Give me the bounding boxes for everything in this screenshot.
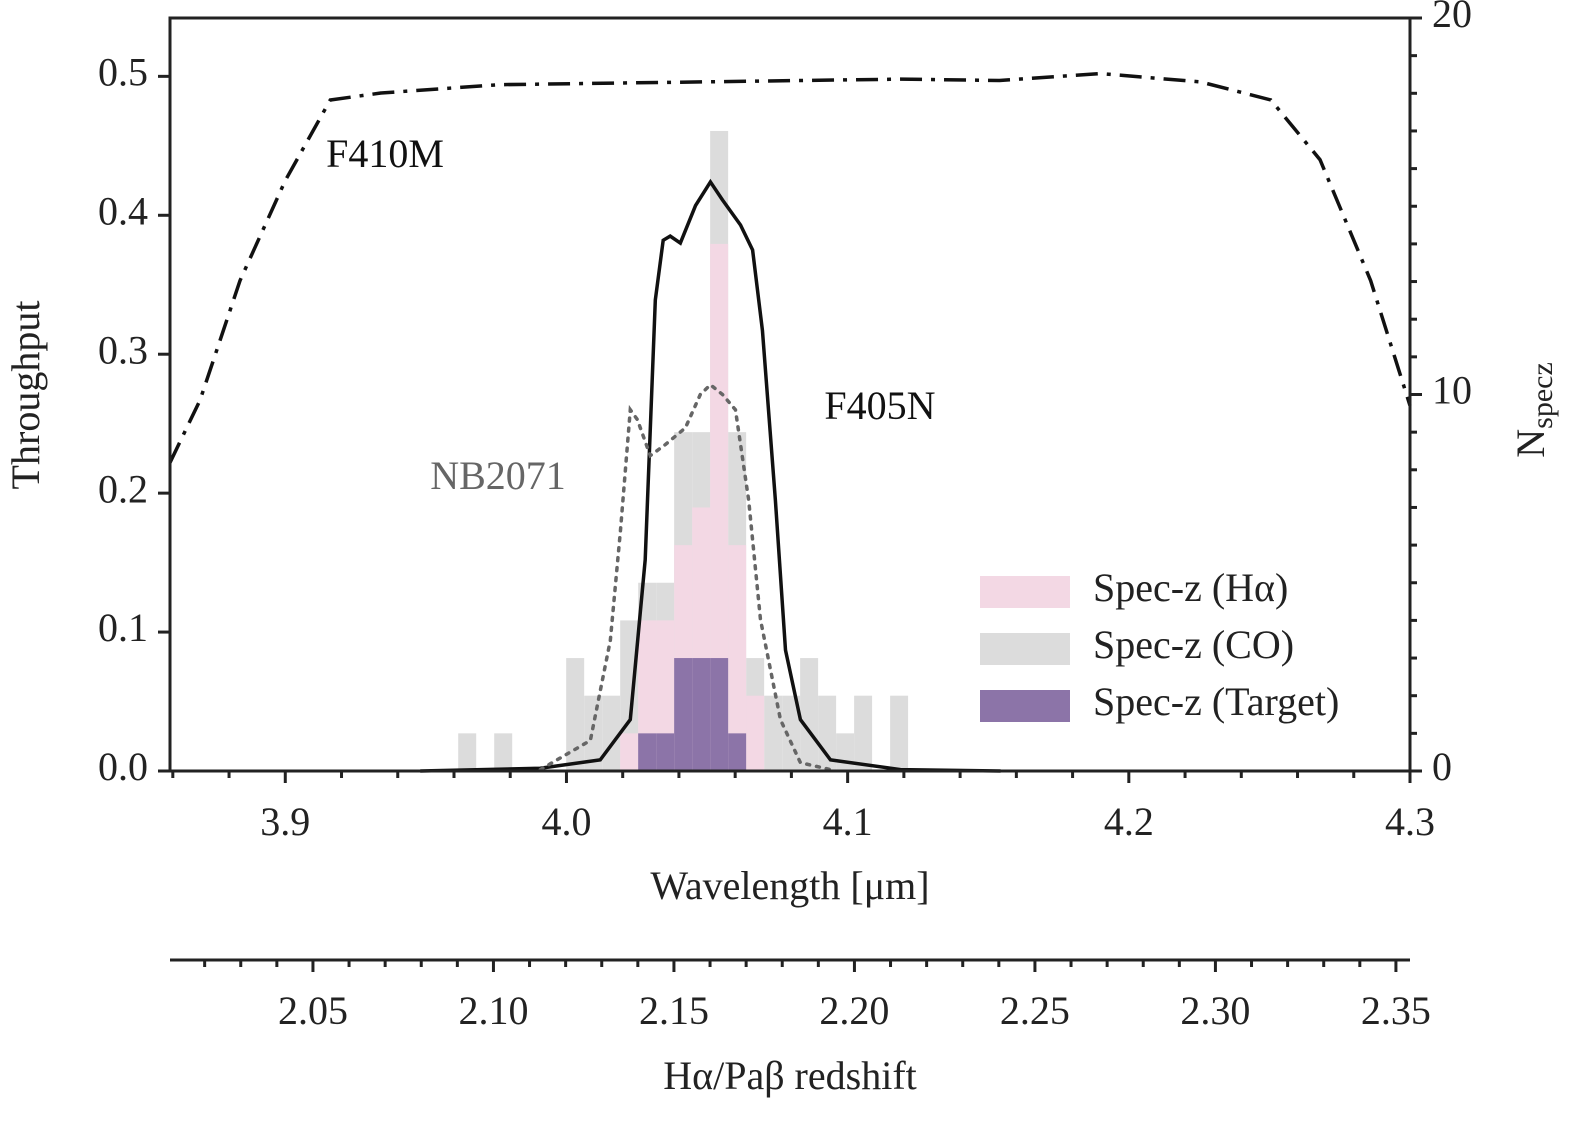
x2-tick-label: 2.05: [278, 988, 348, 1033]
histogram-bar: [764, 695, 783, 771]
filter-curve: [420, 178, 1001, 773]
histogram-bar: [566, 658, 585, 771]
y-axis-label: Throughput: [3, 301, 48, 490]
histogram-bar: [656, 733, 675, 771]
y2-label-sub: specz: [1526, 362, 1559, 429]
x2-tick-label: 2.35: [1361, 988, 1431, 1033]
filter-curve: [538, 382, 833, 772]
histogram-bar: [800, 658, 819, 771]
histogram-bar: [620, 733, 639, 771]
y-tick-label: 0.5: [98, 50, 148, 95]
y-tick-label: 0.1: [98, 605, 148, 650]
y2-tick-label: 20: [1432, 0, 1472, 36]
histogram-bar: [890, 695, 909, 771]
x2-tick-label: 2.10: [458, 988, 528, 1033]
y-tick-label: 0.4: [98, 188, 148, 233]
x2-tick-label: 2.20: [819, 988, 889, 1033]
y2-tick-label: 0: [1432, 744, 1452, 789]
legend-swatch: [980, 690, 1070, 722]
filter-curve: [168, 71, 1412, 464]
legend-swatch: [980, 576, 1070, 608]
x-tick-label: 4.1: [823, 799, 873, 844]
x2-tick-label: 2.15: [639, 988, 709, 1033]
x-tick-label: 4.2: [1104, 799, 1154, 844]
filter-label: NB2071: [430, 453, 566, 498]
y2-label-main: N: [1508, 429, 1553, 458]
x2-tick-label: 2.25: [1000, 988, 1070, 1033]
legend-swatch: [980, 633, 1070, 665]
x-tick-label: 4.0: [541, 799, 591, 844]
y-tick-label: 0.2: [98, 466, 148, 511]
histogram-bar: [728, 545, 747, 771]
y2-axis-label: Nspecz: [1508, 362, 1559, 458]
legend: Spec-z (Hα) Spec-z (CO) Spec-z (Target): [980, 565, 1339, 724]
y-tick-label: 0.0: [98, 744, 148, 789]
filter-label: F410M: [326, 131, 444, 176]
histogram-bar: [584, 695, 603, 771]
histogram-bar: [602, 695, 621, 771]
legend-label: Spec-z (Target): [1093, 679, 1339, 724]
histogram-bar: [710, 658, 729, 771]
histogram-bar: [836, 733, 855, 771]
histogram-bar: [854, 695, 873, 771]
y2-tick-label: 10: [1432, 368, 1472, 413]
x-tick-label: 3.9: [260, 799, 310, 844]
histogram-bar: [710, 243, 729, 771]
histogram-bar: [458, 733, 477, 771]
y-tick-label: 0.3: [98, 327, 148, 372]
histogram-bar: [494, 733, 513, 771]
histogram-bar: [674, 658, 693, 771]
histogram-bar: [728, 733, 747, 771]
histogram-bar: [692, 658, 711, 771]
x2-axis-label: Hα/Paβ redshift: [663, 1053, 917, 1098]
x-tick-label: 4.3: [1385, 799, 1435, 844]
legend-label: Spec-z (Hα): [1093, 565, 1288, 610]
x2-tick-label: 2.30: [1180, 988, 1250, 1033]
histogram-bar: [746, 695, 765, 771]
legend-label: Spec-z (CO): [1093, 622, 1294, 667]
filter-label: F405N: [824, 383, 935, 428]
histogram-bar: [638, 733, 657, 771]
x-axis-label: Wavelength [μm]: [650, 863, 929, 908]
